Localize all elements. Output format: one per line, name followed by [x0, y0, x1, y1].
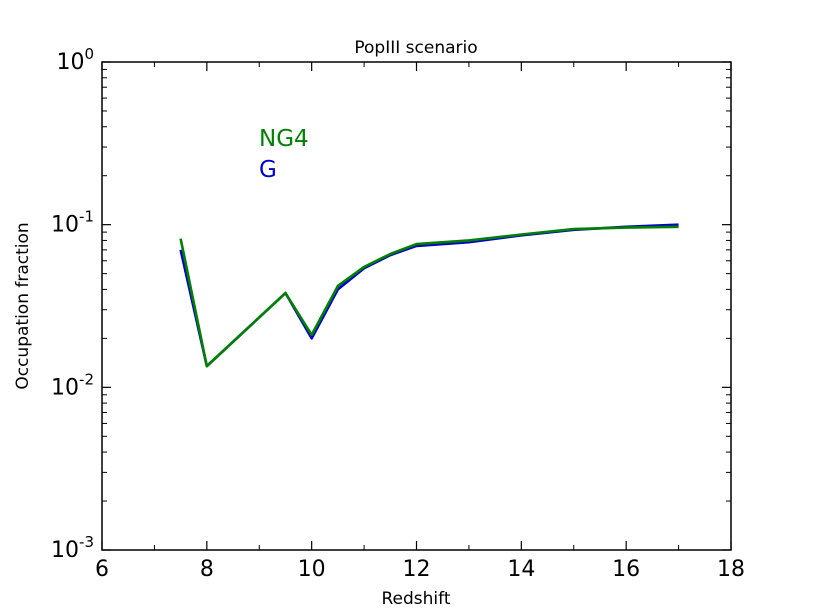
chart-title: PopIII scenario [354, 38, 477, 58]
y-tick-label: 10-1 [51, 208, 94, 238]
series-layer [179, 223, 679, 368]
x-axis-label: Redshift [381, 589, 450, 609]
x-tick-label: 8 [200, 557, 214, 582]
legend-entry-ng4: NG4 [259, 126, 309, 152]
y-tick-label: 10-2 [51, 370, 94, 400]
legend-entry-g: G [259, 157, 277, 183]
y-axis-label: Occupation fraction [13, 222, 33, 389]
x-tick-label: 6 [95, 557, 109, 582]
plot-frame [101, 61, 732, 551]
x-tick-label: 16 [612, 557, 640, 582]
x-tick-label: 18 [717, 557, 745, 582]
y-tick-label: 100 [56, 45, 94, 75]
ticks-layer: 6 8 10 12 14 16 18 100 10-1 10-2 10-3 [51, 45, 745, 582]
y-tick-label: 10-3 [51, 533, 94, 563]
x-tick-label: 14 [507, 557, 535, 582]
series-line-g [179, 223, 679, 368]
x-tick-label: 12 [403, 557, 431, 582]
series-line-ng4 [179, 225, 679, 368]
legend: NG4 G [259, 126, 309, 183]
x-tick-label: 10 [298, 557, 326, 582]
